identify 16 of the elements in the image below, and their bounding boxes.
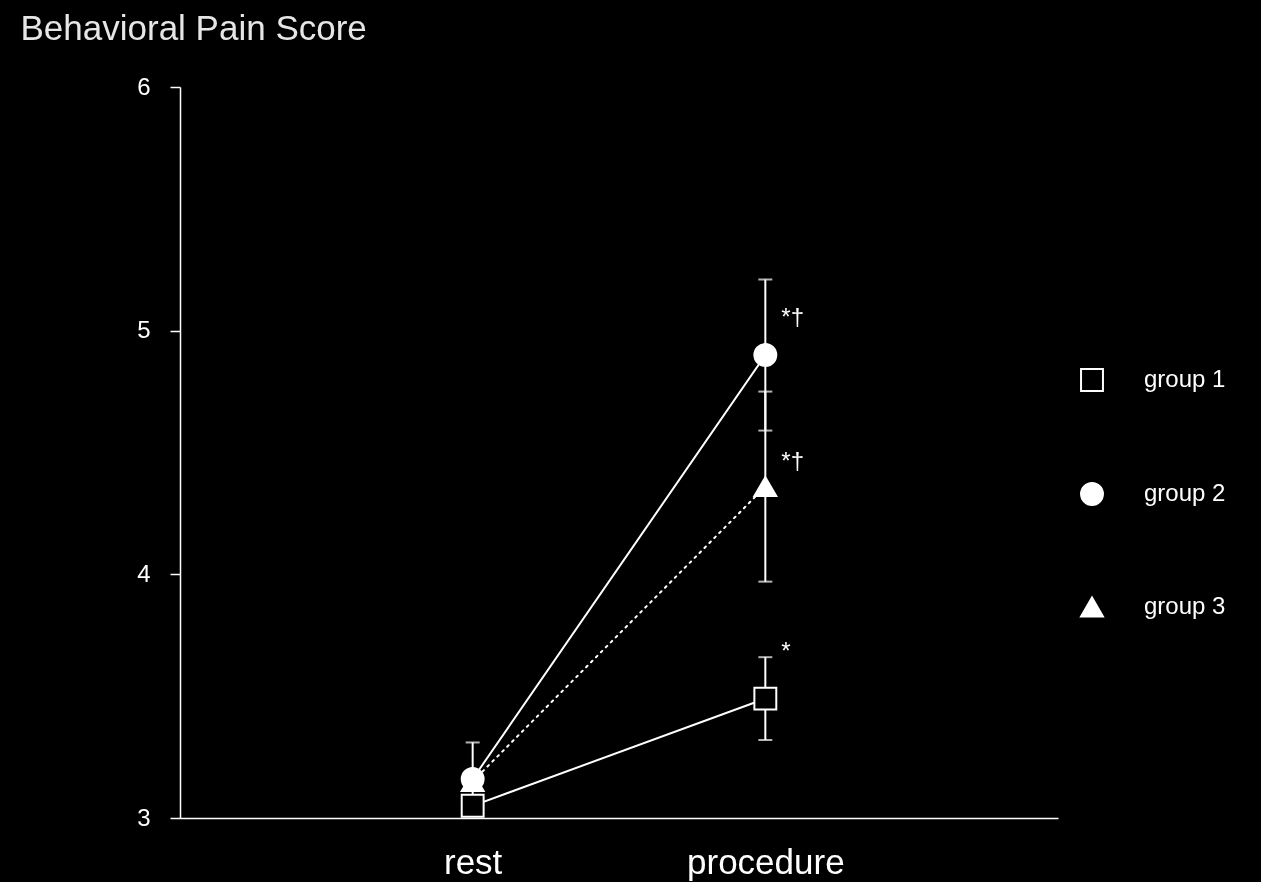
annotation: *† [781, 303, 805, 331]
y-tick-label: 5 [137, 316, 151, 344]
annotation: *† [781, 447, 805, 475]
y-tick-label: 6 [137, 72, 151, 100]
x-tick-label: rest [443, 841, 503, 881]
point [753, 343, 778, 367]
point [460, 793, 485, 818]
y-tick-label: 4 [137, 559, 151, 587]
point [753, 686, 778, 711]
y-axis-title: Behavioral Pain Score [20, 7, 367, 47]
x-tick-label: procedure [687, 841, 845, 881]
legend-label: group 2 [1144, 479, 1226, 506]
legend-label: group 3 [1144, 592, 1226, 619]
legend-label: group 1 [1144, 365, 1226, 392]
y-tick-label: 3 [137, 803, 151, 831]
annotation: * [781, 637, 791, 665]
